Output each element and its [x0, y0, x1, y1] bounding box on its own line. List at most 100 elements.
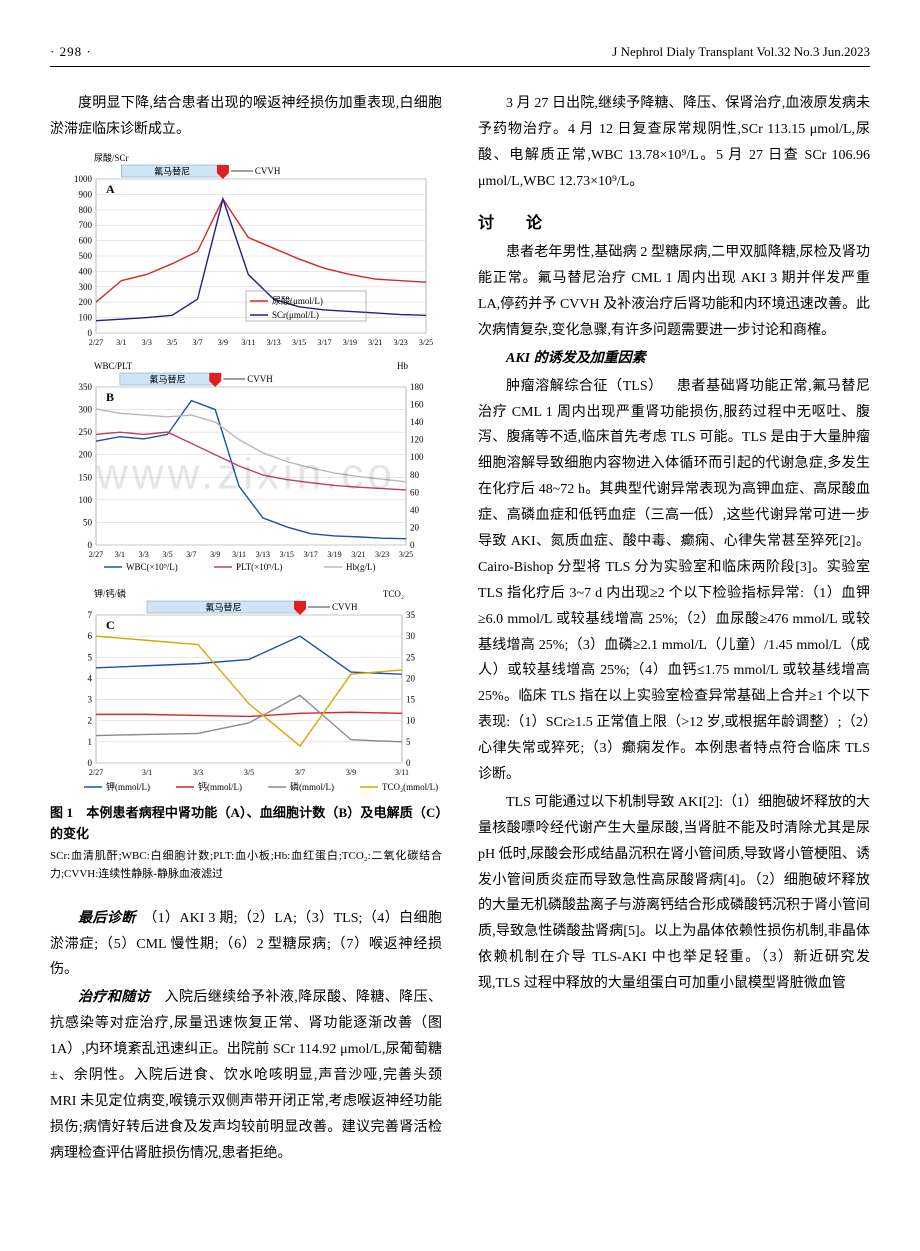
svg-text:1000: 1000 — [74, 174, 93, 184]
svg-text:钾/钙/磷: 钾/钙/磷 — [94, 588, 126, 599]
svg-text:400: 400 — [79, 266, 93, 276]
mechanism-paragraph: TLS 可能通过以下机制导致 AKI[2]:（1）细胞破坏释放的大量核酸嘌呤经代… — [478, 790, 870, 997]
right-column: 3 月 27 日出院,继续予降糖、降压、保肾治疗,血液原发病未予药物治疗。4 月… — [478, 91, 870, 1168]
chart-a-svg: 010020030040050060070080090010002/273/13… — [50, 151, 440, 351]
svg-text:WBC(×10⁹/L): WBC(×10⁹/L) — [126, 562, 178, 572]
svg-text:3/15: 3/15 — [292, 338, 306, 347]
svg-text:3/7: 3/7 — [192, 338, 202, 347]
svg-text:250: 250 — [79, 427, 93, 437]
tls-head: 肿瘤溶解综合征（TLS） — [506, 379, 663, 394]
svg-text:磷(mmol/L): 磷(mmol/L) — [290, 781, 334, 792]
svg-text:2/27: 2/27 — [89, 768, 103, 777]
svg-text:CVVH: CVVH — [247, 374, 273, 384]
svg-text:100: 100 — [79, 312, 93, 322]
svg-text:20: 20 — [410, 522, 420, 532]
svg-text:700: 700 — [79, 220, 93, 230]
svg-text:3/13: 3/13 — [267, 338, 281, 347]
svg-text:3/17: 3/17 — [317, 338, 331, 347]
diagnosis-paragraph: 最后诊断 （1）AKI 3 期;（2）LA;（3）TLS;（4）白细胞淤滞症;（… — [50, 906, 442, 984]
svg-text:100: 100 — [79, 495, 93, 505]
page-number: · 298 · — [50, 40, 92, 64]
svg-text:3/7: 3/7 — [295, 768, 305, 777]
svg-text:3/23: 3/23 — [375, 550, 389, 559]
svg-text:钙(mmol/L): 钙(mmol/L) — [198, 781, 242, 792]
followup-paragraph: 3 月 27 日出院,继续予降糖、降压、保肾治疗,血液原发病未予药物治疗。4 月… — [478, 91, 870, 195]
discussion-heading: 讨论 — [478, 209, 870, 239]
chart-b: 0501001502002503003500204060801001201401… — [50, 359, 442, 579]
svg-text:40: 40 — [410, 505, 420, 515]
svg-text:3/1: 3/1 — [142, 768, 152, 777]
svg-text:钾(mmol/L): 钾(mmol/L) — [106, 781, 150, 792]
aki-subhead: AKI 的诱发及加重因素 — [478, 346, 870, 372]
svg-text:CVVH: CVVH — [255, 166, 281, 176]
svg-text:3/21: 3/21 — [351, 550, 365, 559]
svg-text:300: 300 — [79, 404, 93, 414]
chart-c-svg: 01234567051015202530352/273/13/33/53/73/… — [50, 587, 440, 797]
figure-caption-desc: SCr:血清肌酐;WBC:白细胞计数;PLT:血小板;Hb:血红蛋白;TCO₂:… — [50, 848, 442, 883]
aki-subhead-text: AKI 的诱发及加重因素 — [506, 351, 646, 366]
chart-b-svg: 0501001502002503003500204060801001201401… — [50, 359, 440, 579]
svg-text:3/5: 3/5 — [162, 550, 172, 559]
svg-text:C: C — [106, 618, 115, 632]
svg-text:120: 120 — [410, 434, 424, 444]
svg-text:300: 300 — [79, 282, 93, 292]
svg-text:3/1: 3/1 — [116, 338, 126, 347]
treatment-text: 入院后继续给予补液,降尿酸、降糖、降压、抗感染等对症治疗,尿量迅速恢复正常、肾功… — [50, 990, 442, 1160]
svg-text:氟马替尼: 氟马替尼 — [205, 601, 241, 612]
svg-text:100: 100 — [410, 452, 424, 462]
svg-text:500: 500 — [79, 251, 93, 261]
svg-text:20: 20 — [406, 673, 416, 683]
svg-text:50: 50 — [83, 517, 93, 527]
svg-text:尿酸/SCr: 尿酸/SCr — [94, 153, 129, 163]
svg-text:600: 600 — [79, 235, 93, 245]
svg-text:CVVH: CVVH — [332, 602, 358, 612]
left-column: 度明显下降,结合患者出现的喉返神经损伤加重表现,白细胞淤滞症临床诊断成立。 01… — [50, 91, 442, 1168]
svg-text:3/23: 3/23 — [393, 338, 407, 347]
svg-text:3/5: 3/5 — [167, 338, 177, 347]
svg-text:3/1: 3/1 — [115, 550, 125, 559]
svg-text:180: 180 — [410, 382, 424, 392]
svg-text:3/19: 3/19 — [327, 550, 341, 559]
svg-text:3/13: 3/13 — [256, 550, 270, 559]
svg-text:900: 900 — [79, 189, 93, 199]
svg-text:800: 800 — [79, 205, 93, 215]
svg-text:3/25: 3/25 — [399, 550, 413, 559]
svg-text:160: 160 — [410, 399, 424, 409]
svg-text:350: 350 — [79, 382, 93, 392]
svg-text:B: B — [106, 390, 114, 404]
svg-text:2/27: 2/27 — [89, 338, 103, 347]
svg-text:0: 0 — [410, 540, 415, 550]
svg-text:5: 5 — [88, 652, 93, 662]
svg-text:3/15: 3/15 — [280, 550, 294, 559]
svg-text:氟马替尼: 氟马替尼 — [154, 165, 190, 176]
svg-text:SCr(μmol/L): SCr(μmol/L) — [272, 310, 319, 320]
treatment-paragraph: 治疗和随访 入院后继续给予补液,降尿酸、降糖、降压、抗感染等对症治疗,尿量迅速恢… — [50, 985, 442, 1166]
svg-text:TCO₂(mmol/L): TCO₂(mmol/L) — [382, 782, 438, 792]
svg-text:3: 3 — [88, 694, 93, 704]
svg-text:7: 7 — [88, 610, 93, 620]
chart-a: 010020030040050060070080090010002/273/13… — [50, 151, 442, 351]
svg-text:3/3: 3/3 — [193, 768, 203, 777]
svg-text:4: 4 — [88, 673, 93, 683]
svg-text:0: 0 — [88, 758, 93, 768]
svg-text:WBC/PLT: WBC/PLT — [94, 361, 133, 371]
svg-text:140: 140 — [410, 417, 424, 427]
svg-text:3/21: 3/21 — [368, 338, 382, 347]
page-header: · 298 · J Nephrol Dialy Transplant Vol.3… — [50, 40, 870, 67]
svg-text:200: 200 — [79, 450, 93, 460]
svg-text:3/9: 3/9 — [218, 338, 228, 347]
svg-text:PLT(×10⁹/L): PLT(×10⁹/L) — [236, 562, 282, 572]
svg-text:60: 60 — [410, 487, 420, 497]
svg-text:2/27: 2/27 — [89, 550, 103, 559]
diagnosis-head: 最后诊断 — [78, 911, 136, 926]
tls-paragraph: 肿瘤溶解综合征（TLS）患者基础肾功能正常,氟马替尼治疗 CML 1 周内出现严… — [478, 374, 870, 788]
svg-text:35: 35 — [406, 610, 416, 620]
chart-c: 01234567051015202530352/273/13/33/53/73/… — [50, 587, 442, 797]
svg-text:3/19: 3/19 — [343, 338, 357, 347]
svg-text:3/9: 3/9 — [346, 768, 356, 777]
tls-body: 患者基础肾功能正常,氟马替尼治疗 CML 1 周内出现严重肾功能损伤,服药过程中… — [478, 379, 870, 782]
svg-text:2: 2 — [88, 716, 93, 726]
svg-text:3/11: 3/11 — [232, 550, 246, 559]
svg-text:3/3: 3/3 — [139, 550, 149, 559]
figure-caption-title: 图 1 本例患者病程中肾功能（A）、血细胞计数（B）及电解质（C）的变化 — [50, 803, 442, 845]
